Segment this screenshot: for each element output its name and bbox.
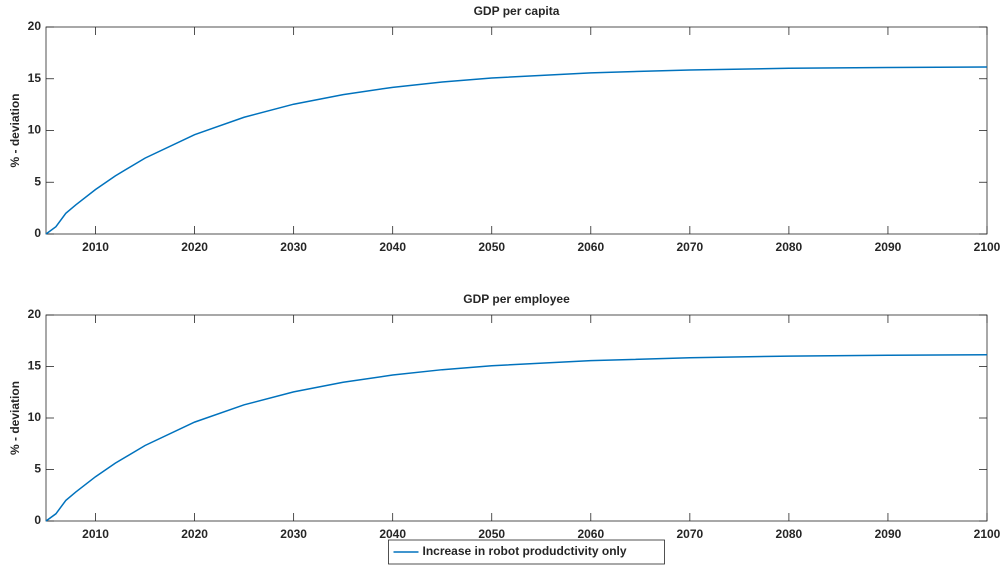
x-tick-label: 2080 xyxy=(776,240,803,254)
x-tick-label: 2010 xyxy=(82,527,109,541)
y-tick-label: 15 xyxy=(28,71,42,85)
x-tick-label: 2090 xyxy=(875,240,902,254)
x-tick-label: 2100 xyxy=(974,240,1001,254)
x-tick-label: 2080 xyxy=(776,527,803,541)
x-tick-label: 2060 xyxy=(577,527,604,541)
x-tick-label: 2020 xyxy=(181,240,208,254)
y-axis-label: % - deviation xyxy=(8,381,22,455)
x-tick-label: 2090 xyxy=(875,527,902,541)
x-tick-label: 2070 xyxy=(676,527,703,541)
y-axis-label: % - deviation xyxy=(8,93,22,167)
y-tick-label: 15 xyxy=(28,359,42,373)
x-tick-label: 2070 xyxy=(676,240,703,254)
x-tick-label: 2020 xyxy=(181,527,208,541)
legend-label: Increase in robot produdctivity only xyxy=(423,544,627,558)
x-tick-label: 2050 xyxy=(478,527,505,541)
chart-title: GDP per employee xyxy=(463,292,570,306)
y-tick-label: 20 xyxy=(28,307,42,321)
x-tick-label: 2040 xyxy=(379,240,406,254)
x-tick-label: 2030 xyxy=(280,527,307,541)
plot-area xyxy=(45,314,988,522)
y-tick-label: 10 xyxy=(28,410,42,424)
x-tick-label: 2030 xyxy=(280,240,307,254)
chart-title: GDP per capita xyxy=(474,4,560,18)
y-tick-label: 10 xyxy=(28,123,42,137)
x-tick-label: 2010 xyxy=(82,240,109,254)
y-tick-label: 0 xyxy=(34,513,41,527)
plot-area xyxy=(45,26,988,235)
y-tick-label: 5 xyxy=(34,462,41,476)
legend-box xyxy=(388,539,665,565)
data-line xyxy=(45,66,988,235)
x-tick-label: 2060 xyxy=(577,240,604,254)
x-tick-label: 2050 xyxy=(478,240,505,254)
y-tick-label: 20 xyxy=(28,19,42,33)
x-tick-label: 2040 xyxy=(379,527,406,541)
y-tick-label: 5 xyxy=(34,174,41,188)
data-line xyxy=(45,354,988,522)
x-tick-label: 2100 xyxy=(974,527,1001,541)
y-tick-label: 0 xyxy=(34,226,41,240)
